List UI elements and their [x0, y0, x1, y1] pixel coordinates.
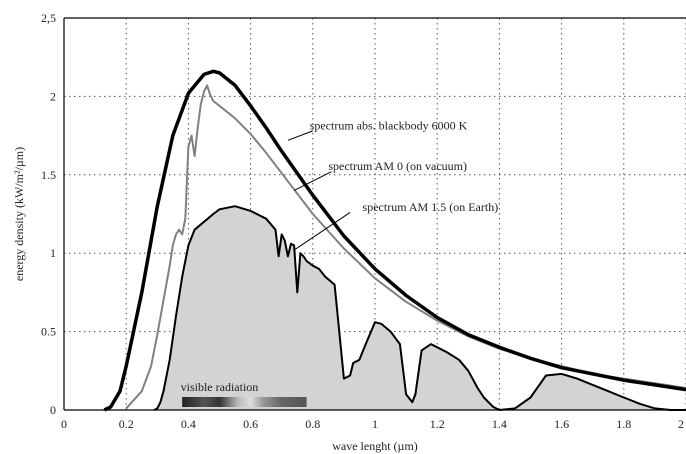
x-tick-label: 2: [678, 417, 684, 431]
y-tick-label: 2,5: [41, 11, 56, 25]
y-tick-label: 1: [50, 246, 56, 260]
annotation-label: spectrum AM 0 (on vacuum): [328, 159, 467, 173]
x-tick-label: 0: [61, 417, 67, 431]
x-tick-label: 1: [372, 417, 378, 431]
x-tick-label: 0.8: [305, 417, 320, 431]
am15-series-line: [153, 205, 686, 411]
annotation-label: spectrum AM 1.5 (on Earth): [363, 200, 499, 214]
x-tick-label: 0.2: [119, 417, 134, 431]
x-tick-label: 0.4: [181, 417, 196, 431]
annotation-leader-line: [293, 171, 332, 191]
am15-fill-area: [154, 206, 686, 410]
y-tick-label: 0.5: [41, 325, 56, 339]
series-layer: [103, 69, 686, 412]
annotation-label: visible radiation: [181, 380, 259, 394]
y-tick-label: 0: [50, 403, 56, 417]
annotation-leader-line: [293, 212, 351, 251]
x-tick-label: 1.8: [616, 417, 631, 431]
x-tick-label: 0.6: [243, 417, 258, 431]
y-axis-label: energy density (kW/m²/µm): [12, 147, 26, 281]
annotations: spectrum abs. blackbody 6000 K spectrum A…: [181, 118, 499, 394]
blackbody-series-line: [103, 69, 686, 412]
x-tick-label: 1.2: [430, 417, 445, 431]
axes: [63, 17, 686, 411]
x-tick-label: 1.6: [554, 417, 569, 431]
y-tick-label: 1.5: [41, 168, 56, 182]
y-tick-label: 2: [50, 89, 56, 103]
x-axis-label: wave lenght (µm): [332, 439, 418, 453]
annotation-leader-line: [287, 130, 313, 141]
visible-radiation-band: [182, 397, 307, 407]
tick-labels: 0 0.2 0.4 0.6 0.8 1 1.2 1.4 1.6 1.8 2 0 0.5 1 1.5 2 2,5: [41, 11, 684, 431]
annotation-label: spectrum abs. blackbody 6000 K: [310, 118, 468, 132]
x-tick-label: 1.4: [492, 417, 507, 431]
